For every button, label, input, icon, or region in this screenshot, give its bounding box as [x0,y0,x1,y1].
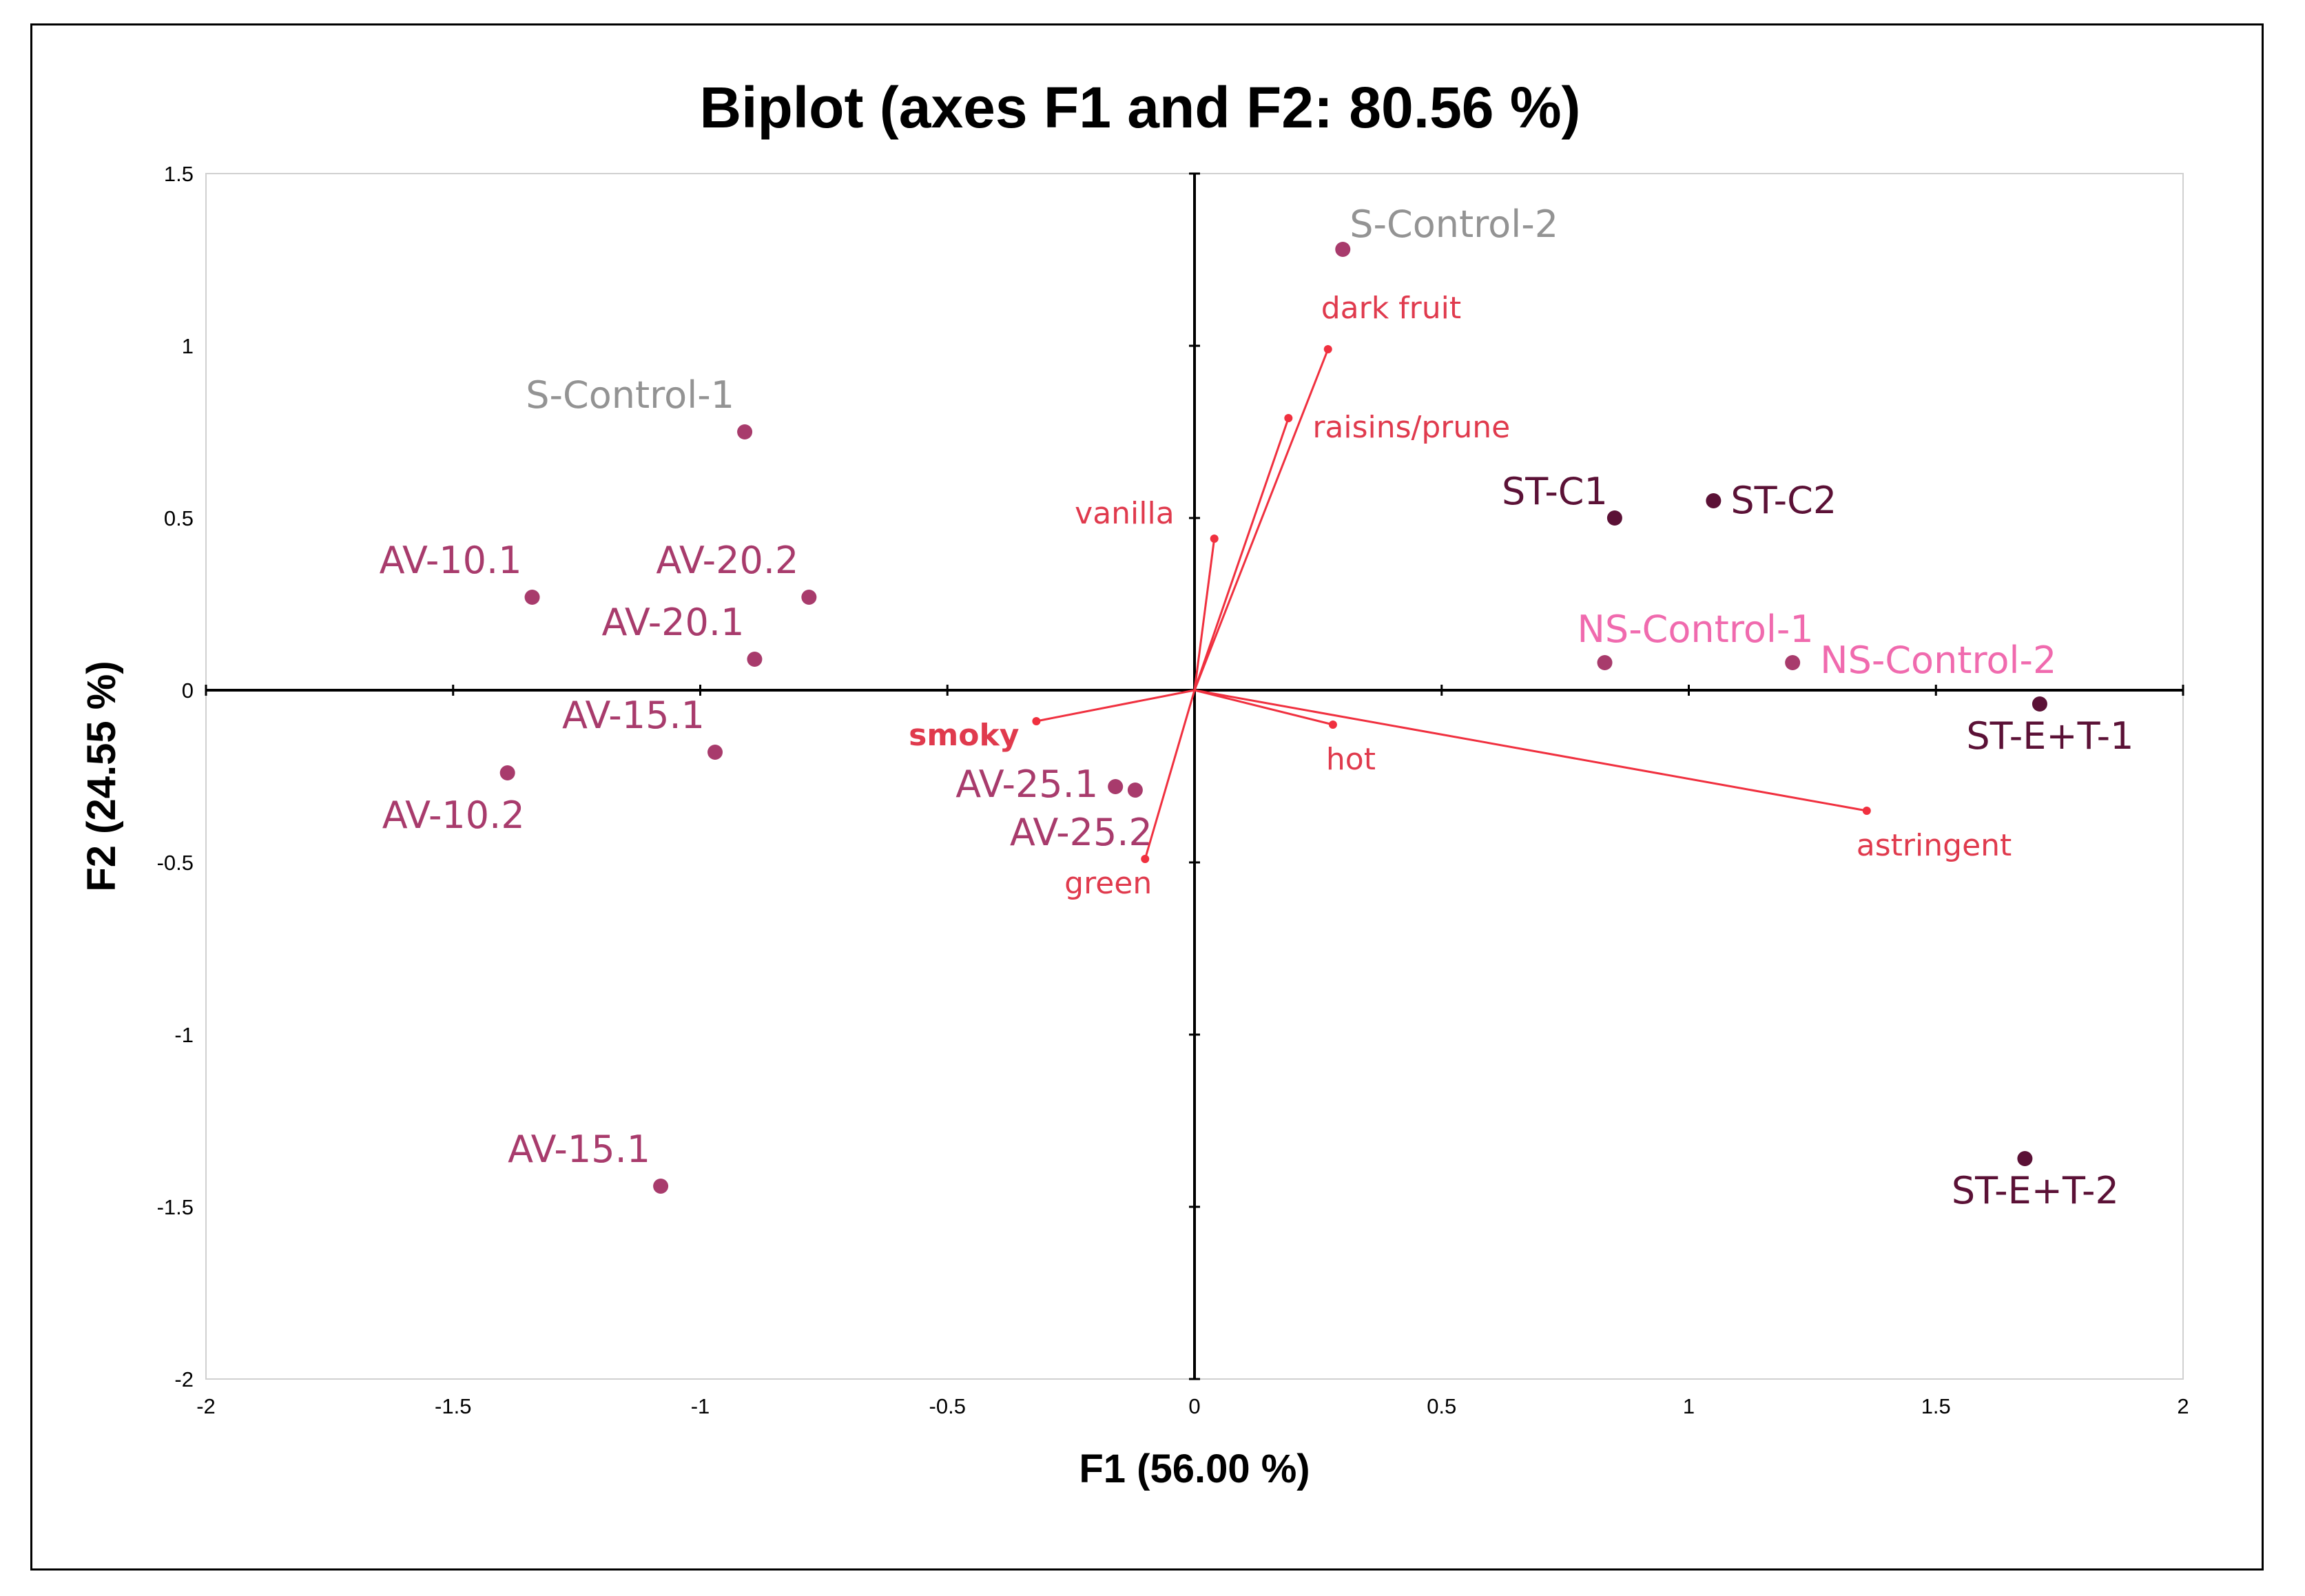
variable-vectors: dark fruit raisins/prune vanilla smoky hot as… [909,291,2012,901]
point-label-av-20-2: AV-20.2 [656,539,798,582]
point-label-st-c2: ST-C2 [1730,479,1837,522]
point-av-20-2 [801,590,817,605]
point-label-st-e-t-1: ST-E+T-1 [1966,714,2133,758]
point-ns-control-2 [1785,655,1801,670]
biplot-chart: Biplot (axes F1 and F2: 80.56 %) -2 -1.5-… [79,75,2189,1491]
x-tick-label: -0.5 [929,1394,966,1418]
x-tick-label: 0.5 [1427,1394,1456,1418]
vector-tip-green [1141,855,1150,863]
point-label-av-25-1: AV-25.1 [955,763,1098,806]
point-label-av-15-1: AV-15.1 [562,694,705,737]
vector-tip-smoky [1032,717,1041,725]
y-tick-label: -1.5 [157,1195,194,1219]
variable-label-smoky: smoky [909,718,1019,753]
point-label-av-20-1: AV-20.1 [601,601,744,644]
vector-tip-hot [1328,721,1337,729]
vector-tip-astringent [1862,807,1871,815]
chart-frame: Biplot (axes F1 and F2: 80.56 %) -2 -1.5-… [30,23,2264,1571]
point-av-15-1 [653,1179,669,1194]
x-tick-label: 1 [1683,1394,1695,1418]
vector-astringent [1194,689,1868,812]
point-label-st-e-t-2: ST-E+T-2 [1952,1169,2119,1212]
point-label-s-control-1: S-Control-1 [526,373,734,417]
chart-title: Biplot (axes F1 and F2: 80.56 %) [699,75,1580,140]
y-tick-label: 1.5 [164,162,194,186]
vector-vanilla [1193,538,1216,691]
vector-tip-dark-fruit [1323,345,1332,353]
point-label-av-10-2: AV-10.2 [382,794,525,837]
y-tick-label: -1 [174,1023,194,1047]
x-tick-label: -1.5 [435,1394,471,1418]
y-tick-label: 1 [182,334,194,358]
vector-dark-fruit [1193,349,1330,691]
point-s-control-2 [1335,242,1351,257]
vector-tip-raisins-prune [1284,414,1293,422]
point-st-e-t-2 [2017,1151,2033,1166]
x-tick-label: -2 [196,1394,216,1418]
x-axis-title: F1 (56.00 %) [1079,1447,1310,1491]
observation-points: S-Control-2 S-Control-1 AV-10.1 AV-20.2 AV-2… [380,203,2134,1212]
vector-green [1144,690,1196,860]
point-label-s-control-2: S-Control-2 [1350,203,1558,246]
x-tick-label: 0 [1188,1394,1200,1418]
point-st-e-t-1 [2032,696,2047,712]
variable-label-astringent: astringent [1857,828,2012,863]
point-label-ns-control-2: NS-Control-2 [1820,639,2056,682]
variable-label-hot: hot [1326,742,1376,777]
variable-label-vanilla: vanilla [1075,496,1175,531]
vector-smoky [1036,689,1195,723]
variable-label-green: green [1064,866,1152,901]
x-tick-label: -1 [691,1394,710,1418]
point-label-av-10-1: AV-10.1 [380,539,522,582]
point-label-av-15-1: AV-15.1 [508,1128,650,1171]
y-tick-label: 0 [182,678,194,703]
point-av-25-1 [1108,779,1124,794]
y-tick-label: 0.5 [164,506,194,530]
vector-tip-vanilla [1210,535,1219,543]
point-av-15-1 [707,745,723,760]
point-s-control-1 [737,424,753,439]
x-tick-label: 2 [2177,1394,2189,1418]
point-ns-control-1 [1597,655,1613,670]
vector-raisins-prune [1193,417,1290,691]
variable-label-raisins-prune: raisins/prune [1312,410,1510,445]
point-label-st-c1: ST-C1 [1502,470,1608,513]
y-tick-label: -0.5 [157,851,194,875]
point-label-av-25-2: AV-25.2 [1010,811,1152,854]
x-tick-label: 1.5 [1921,1394,1951,1418]
tick-layer: -2 -1.5 -1 -0.5 0 0.5 1 1.5 2 1.5 1 0.5 0 -0.5 -1 -1.5 -… [157,162,2189,1418]
y-axis-title: F2 (24.55 %) [79,661,124,891]
point-label-ns-control-1: NS-Control-1 [1578,608,1814,651]
point-av-10-1 [524,590,540,605]
point-av-25-2 [1127,783,1143,798]
y-tick-label: -2 [174,1367,194,1391]
variable-label-dark-fruit: dark fruit [1321,291,1461,326]
vector-hot [1194,689,1334,726]
point-av-20-1 [747,652,763,667]
point-st-c2 [1706,493,1722,508]
point-st-c1 [1606,510,1622,526]
point-av-10-2 [499,765,515,780]
